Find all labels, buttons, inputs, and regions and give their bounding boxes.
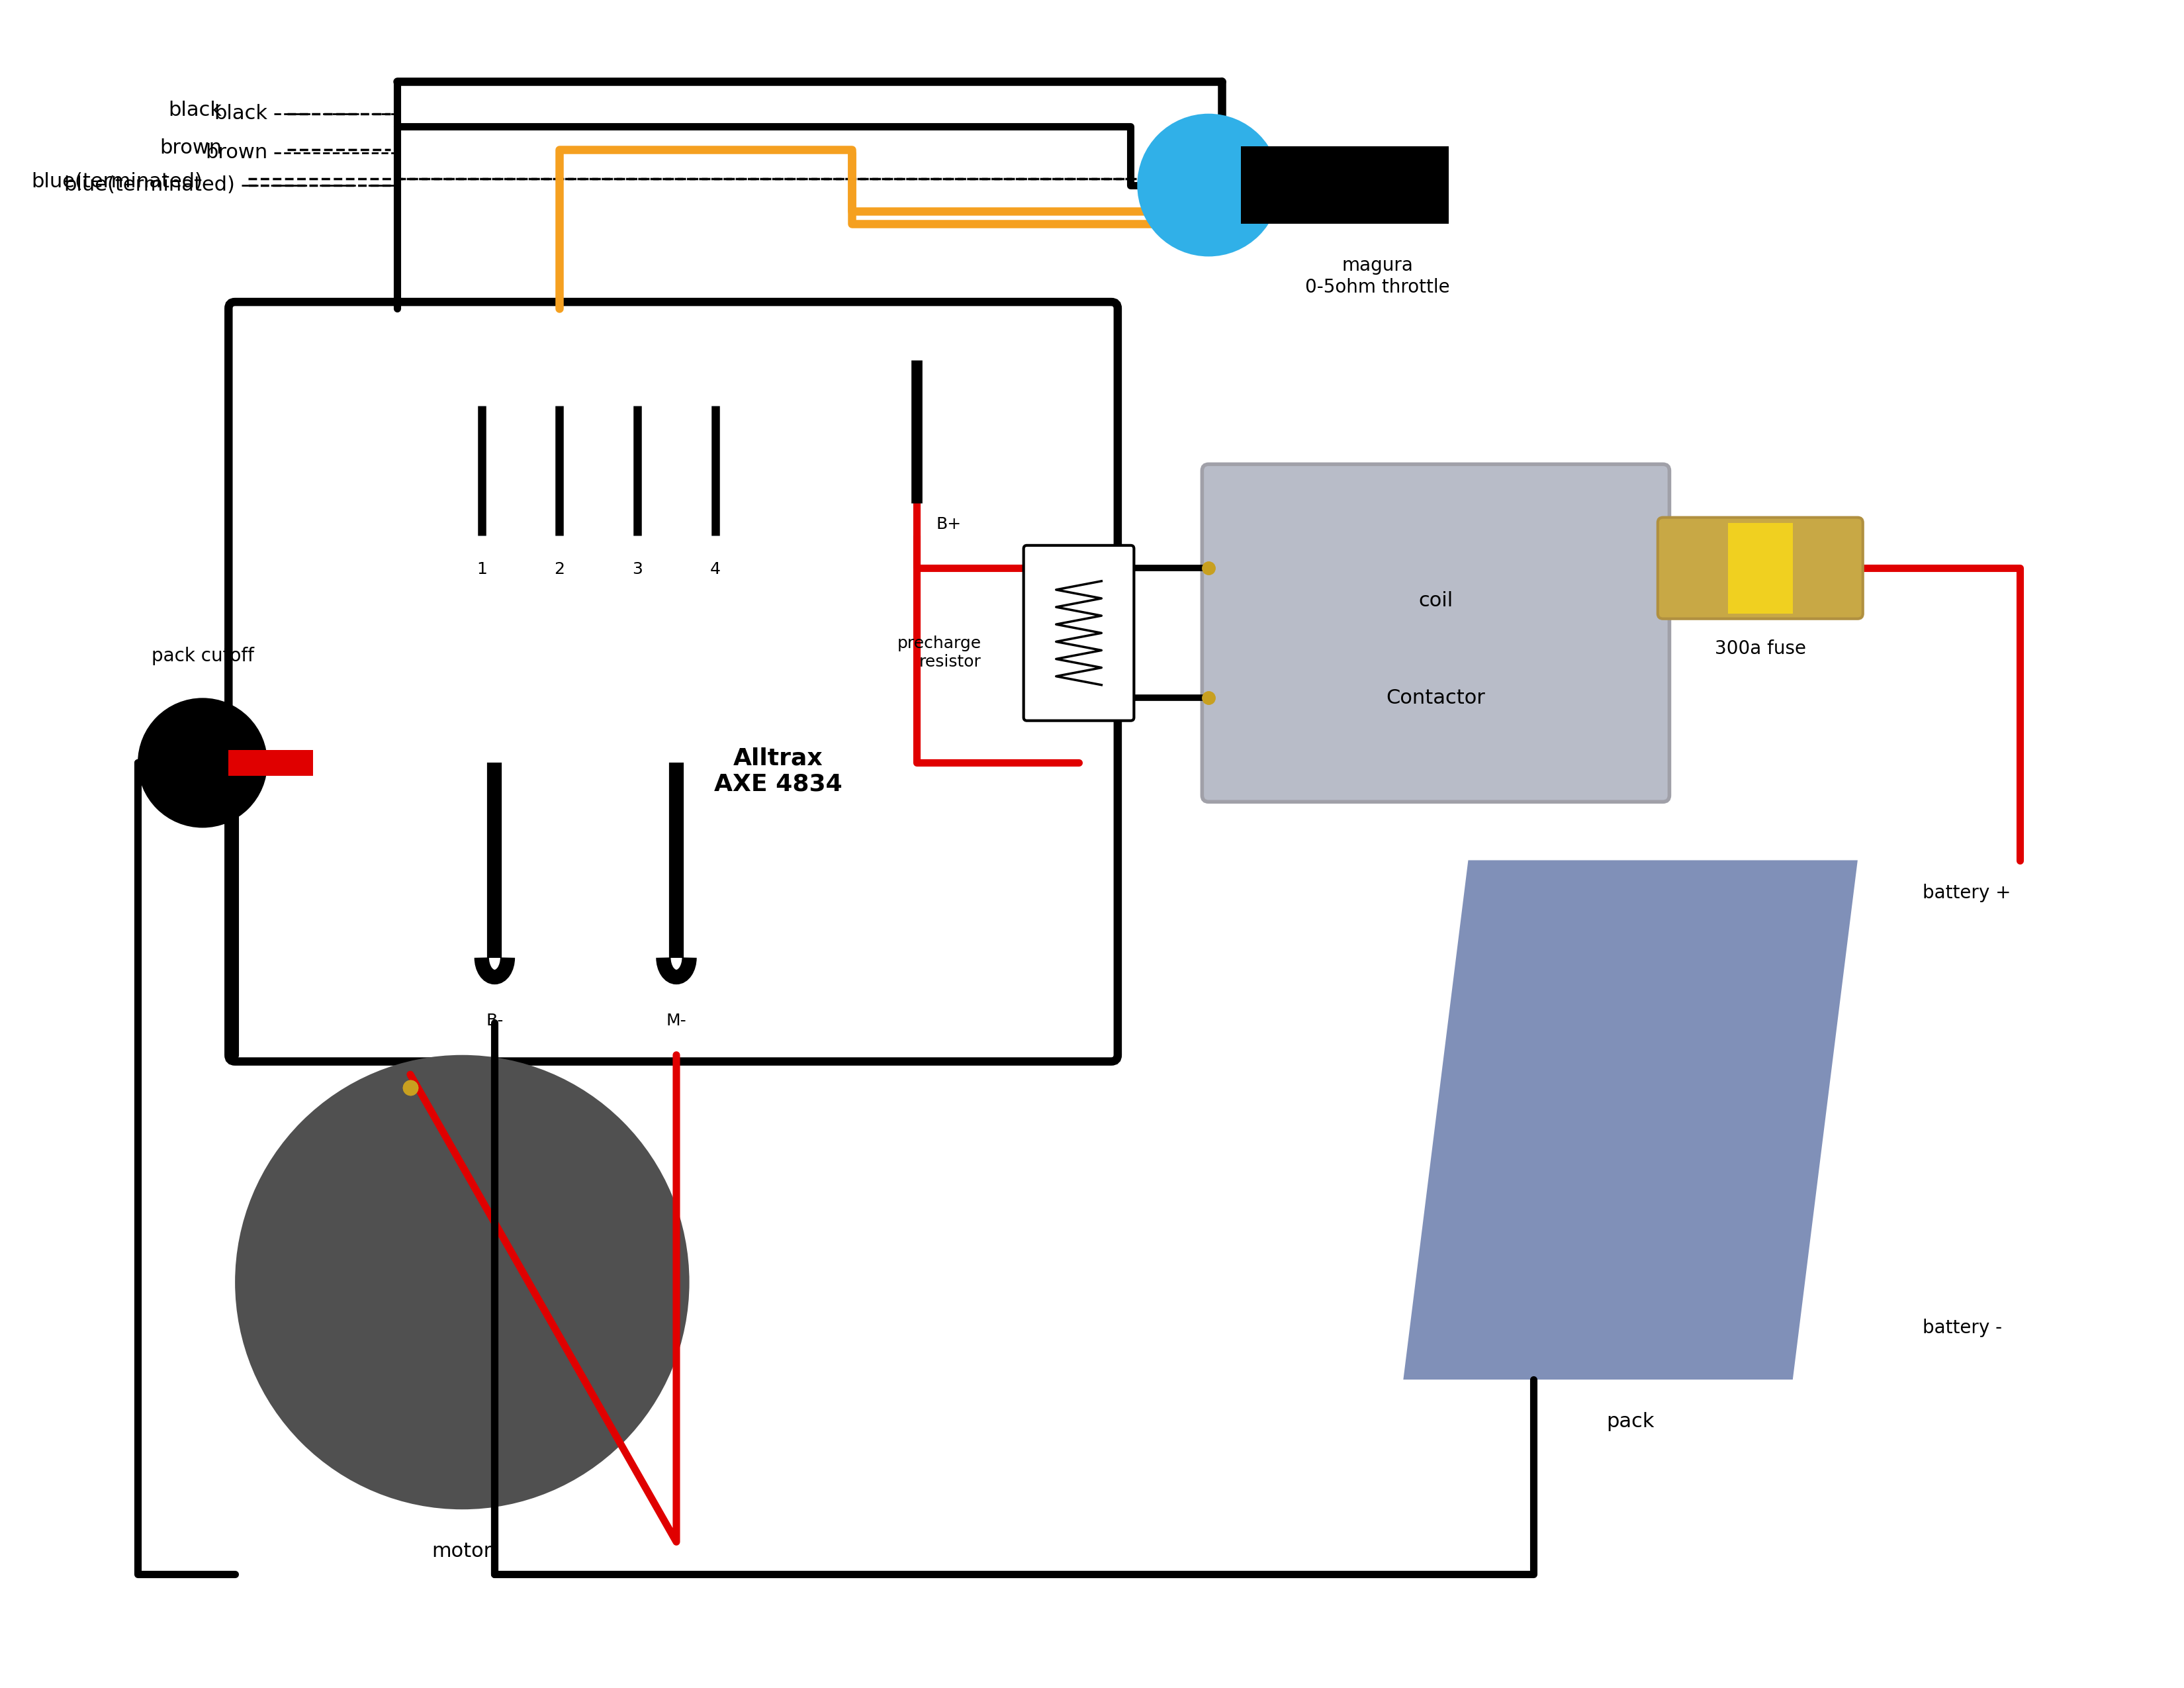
Text: B+: B+ — [937, 517, 961, 532]
Text: B-: B- — [485, 1013, 502, 1028]
Text: precharge
resistor: precharge resistor — [898, 635, 981, 670]
Text: pack: pack — [1607, 1413, 1655, 1431]
Text: black: black — [168, 101, 223, 120]
Text: blue(terminated): blue(terminated) — [63, 176, 236, 194]
Text: 1: 1 — [476, 562, 487, 577]
Text: brown: brown — [159, 138, 223, 157]
Text: Alltrax
AXE 4834: Alltrax AXE 4834 — [714, 748, 843, 795]
FancyBboxPatch shape — [1024, 545, 1133, 721]
Text: battery +: battery + — [1922, 883, 2011, 901]
FancyBboxPatch shape — [1201, 464, 1669, 802]
Bar — [1241, 147, 1448, 225]
Text: 2: 2 — [555, 562, 566, 577]
Text: 3: 3 — [631, 562, 642, 577]
Text: 4: 4 — [710, 562, 721, 577]
Text: Contactor: Contactor — [1387, 689, 1485, 707]
Circle shape — [236, 1055, 690, 1509]
Text: motor: motor — [432, 1541, 491, 1561]
Circle shape — [1138, 113, 1280, 257]
Text: pack cutoff: pack cutoff — [151, 647, 253, 665]
Text: magura
0-5ohm throttle: magura 0-5ohm throttle — [1306, 257, 1450, 297]
Text: coil: coil — [1417, 591, 1452, 609]
Bar — [1728, 523, 1793, 613]
Text: black: black — [214, 105, 266, 123]
Text: M-: M- — [666, 1013, 686, 1028]
Text: 300a fuse: 300a fuse — [1714, 640, 1806, 658]
Polygon shape — [1404, 861, 1859, 1379]
FancyBboxPatch shape — [1658, 518, 1863, 619]
FancyBboxPatch shape — [229, 302, 1118, 1062]
Circle shape — [138, 697, 266, 827]
Bar — [229, 749, 312, 776]
Text: battery -: battery - — [1922, 1318, 2003, 1337]
Text: brown: brown — [205, 143, 266, 162]
Text: blue(terminated): blue(terminated) — [31, 172, 203, 191]
